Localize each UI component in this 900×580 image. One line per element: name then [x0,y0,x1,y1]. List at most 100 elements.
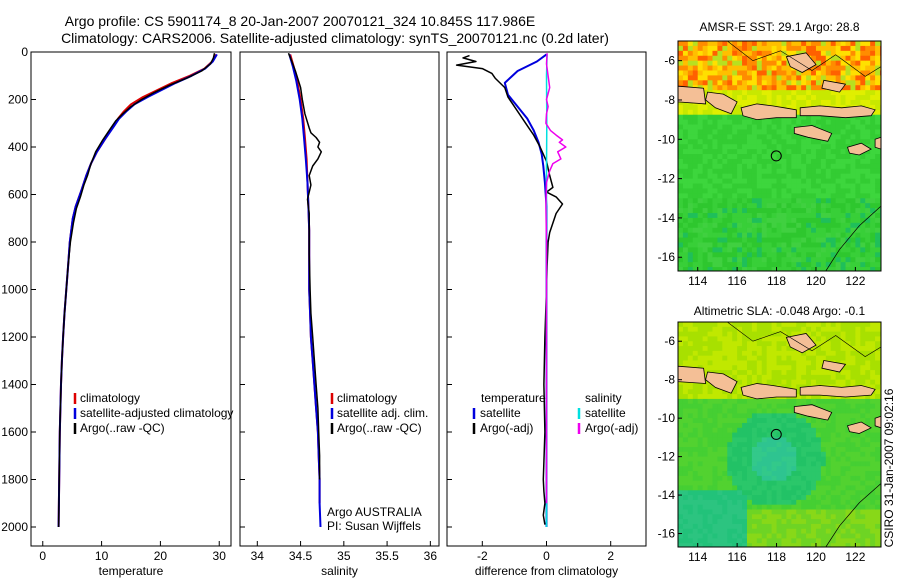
amsre_sst_map-cell [796,178,802,185]
altimetric_sla_map-cell [801,509,807,515]
amsre_sst_map-cell [737,262,743,268]
altimetric_sla_map-cell [840,475,847,482]
amsre_sst_map-cell [791,70,797,76]
altimetric_sla_map-cell [712,389,718,395]
amsre_sst_map-xtick-label: 118 [767,274,786,288]
amsre_sst_map-cell [830,203,837,209]
amsre_sst_map-cell [722,70,728,76]
altimetric_sla_map-cell [835,461,842,467]
amsre_sst_map-land [793,125,833,142]
altimetric_sla_map-cell [796,447,802,453]
altimetric_sla_map-cell [742,466,748,472]
altimetric_sla_map-cell [702,456,709,462]
altimetric_sla_map-cell [727,499,733,506]
amsre_sst_map-cell [875,183,881,189]
altimetric_sla_map-cell [732,398,738,405]
altimetric_sla_map-cell [786,365,792,371]
altimetric_sla_map-cell [830,490,837,496]
altimetric_sla_map-cell [697,543,704,548]
altimetric_sla_map-cell [820,528,827,535]
amsre_sst_map-cell [707,50,713,57]
amsre_sst_map-cell [766,119,773,126]
amsre_sst_map-cell [697,163,704,170]
altimetric_sla_map-cell [761,523,768,530]
amsre_sst_map-cell [682,55,689,62]
altimetric_sla_map-cell [737,504,743,510]
altimetric_sla_map-cell [776,413,782,419]
amsre_sst_map-cell [722,119,728,126]
amsre_sst_map-cell [712,139,718,145]
amsre_sst_map-cell [712,237,718,243]
amsre_sst_map-cell [786,85,792,91]
amsre_sst_map-cell [870,188,876,194]
altimetric_sla_map-cell [737,466,743,472]
amsre_sst_map-cell [870,173,876,180]
altimetric_sla_map-cell [806,331,812,337]
amsre_sst_map-cell [806,90,812,96]
altimetric_sla_map-cell [727,495,733,501]
amsre_sst_map-cell [727,90,733,96]
amsre_sst_map-cell [722,242,728,248]
altimetric_sla_map-cell [786,384,792,390]
altimetric_sla_map-cell [751,341,758,347]
altimetric_sla_map-cell [840,360,847,366]
altimetric_sla_map-cell [796,398,802,405]
amsre_sst_map-cell [742,90,748,96]
altimetric_sla_map-cell [811,514,817,520]
amsre_sst_map-cell [702,149,709,155]
altimetric_sla_map-cell [801,447,807,453]
altimetric_sla_map-cell [850,403,856,410]
amsre_sst_map-cell [781,50,787,57]
altimetric_sla_map-cell [722,322,728,328]
altimetric_sla_map-cell [855,398,861,405]
altimetric_sla_map-cell [845,379,851,385]
altimetric_sla_map-cell [771,374,778,381]
amsre_sst_map-cell [865,154,871,160]
amsre_sst_map-cell [835,252,842,258]
altimetric_sla_map-cell [801,504,807,510]
altimetric_sla_map-cell [781,519,787,525]
amsre_sst_map-cell [830,95,837,101]
altimetric_sla_map-cell [678,456,684,462]
altimetric_sla_map-cell [722,398,728,405]
amsre_sst_map-cell [746,188,753,194]
amsre_sst_map-cell [717,222,723,229]
amsre_sst_map-cell [702,178,709,185]
altimetric_sla_map-cell [875,398,881,405]
amsre_sst_map-cell [806,168,812,175]
amsre_sst_map-cell [717,41,723,47]
altimetric_sla_map-cell [678,514,684,520]
altimetric_sla_map-cell [732,485,738,491]
altimetric_sla_map-cell [702,374,709,381]
amsre_sst_map-cell [722,222,728,229]
altimetric_sla_map-cell [678,485,684,491]
altimetric_sla_map-cell [776,437,782,443]
altimetric_sla_map-cell [766,360,773,366]
amsre_sst_map-cell [806,99,812,106]
altimetric_sla_map-cell [830,422,837,429]
amsre_sst_map-cell [687,60,694,67]
altimetric_sla_map-cell [756,355,763,361]
altimetric_sla_map-cell [707,331,713,337]
amsre_sst_map-cell [692,45,699,52]
amsre_sst_map-cell [737,119,743,126]
amsre_sst_map-cell [850,267,856,272]
amsre_sst_map-cell [855,183,861,189]
amsre_sst_map-cell [865,247,871,253]
altimetric_sla_map-cell [717,326,723,333]
altimetric_sla_map-cell [742,336,748,342]
amsre_sst_map-cell [697,237,704,243]
amsre_sst_map-cell [840,208,847,214]
altimetric_sla_map-cell [781,504,787,510]
amsre_sst_map-cell [727,173,733,180]
altimetric_sla_map-cell [820,370,827,376]
altimetric_sla_map-cell [742,509,748,515]
altimetric_sla_map-cell [717,389,723,395]
amsre_sst_map-cell [835,144,842,150]
altimetric_sla_map-cell [875,451,881,458]
amsre_sst_map-cell [712,267,718,272]
amsre_sst_map-cell [835,267,842,272]
altimetric_sla_map-cell [815,360,822,366]
altimetric_sla_map-cell [687,341,694,347]
altimetric_sla_map-cell [761,495,768,501]
